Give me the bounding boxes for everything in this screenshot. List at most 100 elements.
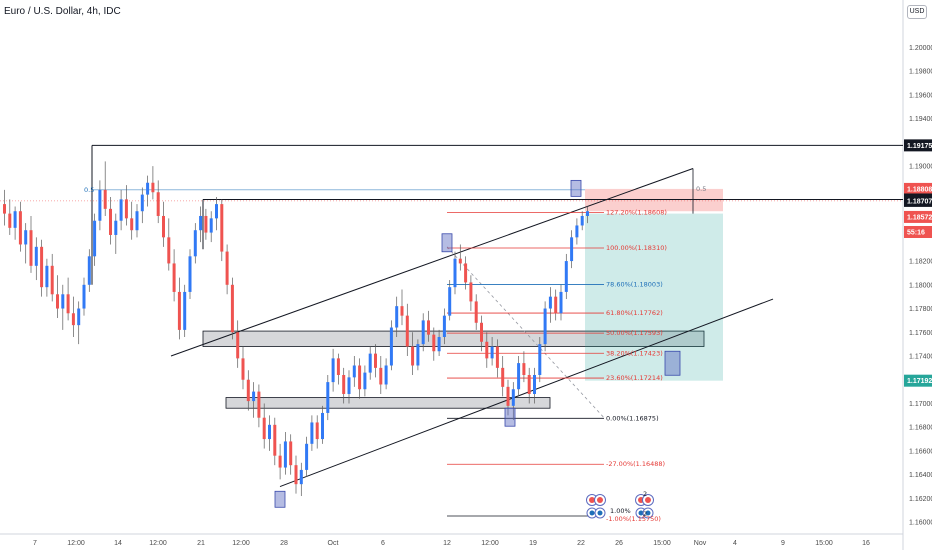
candle-body-51	[273, 424, 277, 456]
pivot-box-low-28	[274, 490, 286, 508]
candle-body-100	[533, 374, 536, 394]
candle-body-30	[162, 215, 165, 238]
candle-body-72	[384, 365, 388, 385]
candle-body-42	[225, 251, 229, 285]
fib-level-label-0: 127.20%(1.18608)	[606, 209, 667, 217]
candle-body-95	[506, 386, 510, 406]
price-tick-13: 1.16400	[909, 472, 932, 479]
annotation-1pct: 1.00%	[610, 507, 631, 515]
candle-body-86	[458, 258, 462, 264]
candle-body-49	[262, 417, 266, 440]
candle-body-80	[427, 320, 430, 335]
candle-body-62	[331, 358, 335, 383]
candle-body-89	[474, 301, 478, 323]
candle-body-24	[130, 218, 134, 231]
candle-body-40	[215, 204, 218, 219]
price-tag-label-5: 55:16	[907, 229, 925, 236]
price-tick-2: 1.19600	[909, 92, 932, 99]
price-tick-8: 1.17600	[909, 330, 932, 337]
time-tick-11: 19	[529, 540, 537, 547]
candle-body-64	[342, 374, 346, 394]
candle-body-3	[18, 211, 22, 245]
candle-body-46	[246, 379, 250, 402]
candle-body-106	[564, 261, 568, 292]
candle-body-96	[511, 389, 515, 406]
price-tag-label-6: 1.17192	[907, 378, 932, 385]
candle-body-108	[575, 225, 579, 238]
candle-body-56	[299, 469, 303, 485]
candle-body-105	[559, 291, 563, 314]
fib-label-0.5-left: 0.5	[84, 186, 94, 194]
candle-body-45	[241, 358, 245, 380]
currency-button[interactable]: USD	[907, 5, 927, 19]
pivot-box-low-19	[504, 407, 516, 427]
candle-body-75	[400, 306, 404, 316]
candle-body-14	[77, 308, 81, 326]
candle-body-32	[172, 263, 176, 292]
candle-body-76	[405, 315, 409, 347]
candle-body-12	[66, 294, 70, 314]
candle-body-20	[109, 208, 112, 235]
price-tag-4	[904, 210, 932, 223]
time-tick-8: 6	[381, 540, 385, 547]
candle-body-101	[538, 344, 542, 375]
event-marker-core-0	[589, 497, 595, 503]
candle-body-52	[278, 455, 282, 468]
annotation-2-a: 2	[643, 490, 647, 498]
time-tick-10: 12:00	[481, 540, 499, 547]
candle-body-84	[448, 287, 452, 316]
candle-body-18	[98, 189, 102, 221]
resistance-zone	[202, 330, 705, 347]
candle-body-77	[411, 346, 415, 366]
candle-body-9	[50, 265, 54, 295]
time-tick-14: 15:00	[653, 540, 671, 547]
price-tag-6	[904, 374, 932, 387]
time-tick-3: 12:00	[149, 540, 167, 547]
fib-level-label-1: 100.00%(1.18310)	[606, 244, 667, 252]
candle-body-81	[432, 334, 436, 352]
price-tick-0: 1.20000	[909, 45, 932, 52]
candle-body-48	[257, 391, 261, 418]
candle-body-87	[464, 263, 468, 283]
annotation-2-b: 2	[643, 510, 647, 518]
candle-body-83	[442, 315, 446, 338]
candle-body-38	[204, 215, 208, 233]
candle-body-88	[469, 282, 473, 302]
candle-body-35	[188, 256, 192, 292]
time-tick-7: Oct	[328, 540, 339, 547]
time-tick-6: 28	[280, 540, 288, 547]
candle-body-28	[151, 182, 155, 193]
candle-body-53	[283, 441, 287, 468]
fib-level-label-2: 78.60%(1.18003)	[606, 280, 663, 288]
candle-body-109	[580, 215, 584, 226]
candle-body-37	[199, 215, 203, 231]
price-tick-5: 1.18200	[909, 259, 932, 266]
price-tick-9: 1.17400	[909, 354, 932, 361]
candle-body-39	[209, 218, 213, 233]
candle-body-85	[453, 258, 457, 288]
candle-body-55	[294, 465, 298, 485]
candle-body-97	[517, 363, 521, 390]
candle-body-6	[34, 246, 38, 266]
candle-body-17	[93, 220, 97, 257]
channel-upper-line	[170, 168, 694, 357]
price-tag-label-4: 1.18572	[907, 214, 932, 221]
candle-body-70	[374, 353, 377, 368]
fib-level-label-3: 61.80%(1.17762)	[606, 309, 663, 317]
annotation-neg1pct: -1.00%(1.15750)	[606, 515, 661, 523]
price-tag-3	[904, 194, 932, 207]
symbol-title: Euro / U.S. Dollar, 4h, IDC	[4, 6, 121, 17]
candle-body-16	[87, 256, 91, 285]
candle-body-71	[379, 367, 383, 385]
candle-body-104	[554, 296, 558, 314]
candle-body-61	[326, 382, 330, 413]
time-tick-4: 21	[197, 540, 205, 547]
pivot-box-high-12	[441, 233, 453, 253]
price-tag-1	[904, 182, 932, 195]
candle-body-7	[40, 246, 44, 288]
candle-body-98	[522, 363, 526, 375]
fib-level-label-5: 38.20%(1.17423)	[606, 349, 663, 357]
price-tick-12: 1.16600	[909, 448, 932, 455]
